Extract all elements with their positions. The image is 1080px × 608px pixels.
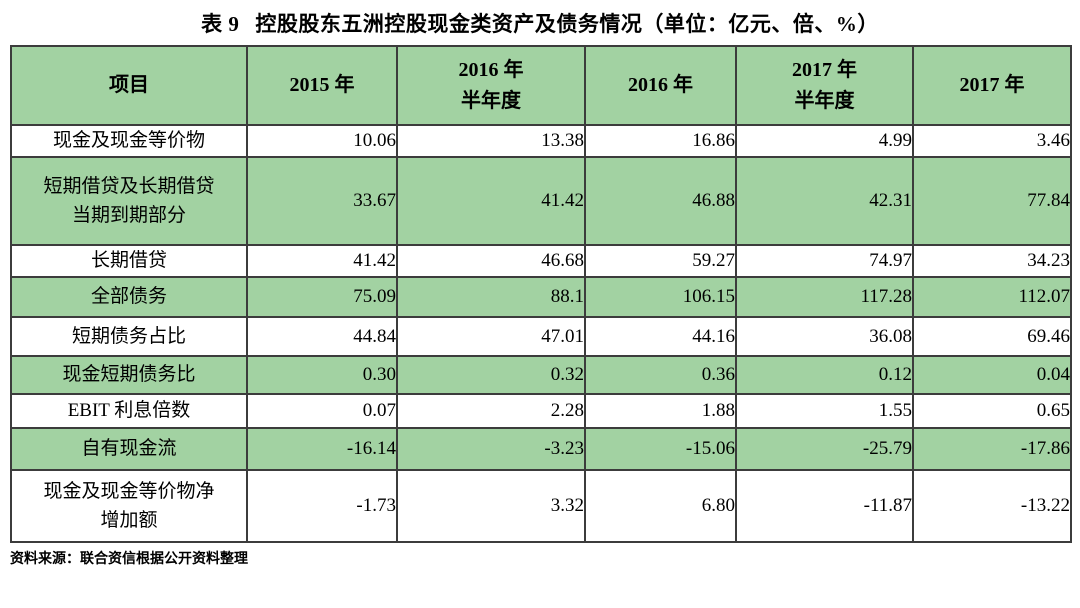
value-cell: 0.04 (912, 355, 1072, 395)
value-cell: 106.15 (584, 276, 737, 318)
value-cell: 41.42 (246, 244, 398, 278)
row-label: 自有现金流 (10, 427, 248, 471)
row-label: 现金及现金等价物 (10, 124, 248, 158)
table-row: 现金及现金等价物净 增加额 -1.73 3.32 6.80 -11.87 -13.… (10, 469, 1072, 543)
source-note: 资料来源：联合资信根据公开资料整理 (10, 552, 248, 567)
value-cell: 1.55 (735, 393, 914, 429)
table-row: 短期借贷及长期借贷 当期到期部分 33.67 41.42 46.88 42.31 … (10, 156, 1072, 246)
value-cell: 0.07 (246, 393, 398, 429)
value-cell: 69.46 (912, 316, 1072, 357)
table-title: 表 9 控股股东五洲控股现金类资产及债务情况（单位：亿元、倍、%） (0, 0, 1080, 38)
value-cell: 44.16 (584, 316, 737, 357)
value-cell: -25.79 (735, 427, 914, 471)
value-cell: 74.97 (735, 244, 914, 278)
financial-table: 项目 2015 年 2016 年半年度 2016 年 2017 年半年度 201… (10, 45, 1072, 543)
table-row: 全部债务 75.09 88.1 106.15 117.28 112.07 (10, 276, 1072, 318)
column-header-2017h1: 2017 年半年度 (735, 45, 914, 126)
value-cell: 88.1 (396, 276, 586, 318)
table-title-text: 控股股东五洲控股现金类资产及债务情况（单位：亿元、倍、%） (255, 12, 879, 36)
value-cell: 0.12 (735, 355, 914, 395)
value-cell: 46.88 (584, 156, 737, 246)
value-cell: -17.86 (912, 427, 1072, 471)
table-row: 自有现金流 -16.14 -3.23 -15.06 -25.79 -17.86 (10, 427, 1072, 471)
column-header-2016h1: 2016 年半年度 (396, 45, 586, 126)
value-cell: 0.30 (246, 355, 398, 395)
value-cell: 2.28 (396, 393, 586, 429)
value-cell: 112.07 (912, 276, 1072, 318)
value-cell: 117.28 (735, 276, 914, 318)
value-cell: 47.01 (396, 316, 586, 357)
value-cell: -13.22 (912, 469, 1072, 543)
column-header-2016: 2016 年 (584, 45, 737, 126)
table-row: 短期债务占比 44.84 47.01 44.16 36.08 69.46 (10, 316, 1072, 357)
value-cell: 0.65 (912, 393, 1072, 429)
row-label: 短期借贷及长期借贷 当期到期部分 (10, 156, 248, 246)
value-cell: 36.08 (735, 316, 914, 357)
value-cell: 10.06 (246, 124, 398, 158)
value-cell: 16.86 (584, 124, 737, 158)
column-header-2015: 2015 年 (246, 45, 398, 126)
value-cell: 4.99 (735, 124, 914, 158)
table-row: 长期借贷 41.42 46.68 59.27 74.97 34.23 (10, 244, 1072, 278)
value-cell: 3.46 (912, 124, 1072, 158)
value-cell: 33.67 (246, 156, 398, 246)
value-cell: 13.38 (396, 124, 586, 158)
value-cell: 59.27 (584, 244, 737, 278)
value-cell: 44.84 (246, 316, 398, 357)
value-cell: 3.32 (396, 469, 586, 543)
value-cell: -11.87 (735, 469, 914, 543)
row-label: 全部债务 (10, 276, 248, 318)
value-cell: 75.09 (246, 276, 398, 318)
value-cell: 46.68 (396, 244, 586, 278)
value-cell: 77.84 (912, 156, 1072, 246)
header-row: 项目 2015 年 2016 年半年度 2016 年 2017 年半年度 201… (10, 45, 1072, 126)
row-label: 现金及现金等价物净 增加额 (10, 469, 248, 543)
column-header-2017: 2017 年 (912, 45, 1072, 126)
row-label: 现金短期债务比 (10, 355, 248, 395)
table-row: 现金及现金等价物 10.06 13.38 16.86 4.99 3.46 (10, 124, 1072, 158)
value-cell: 0.36 (584, 355, 737, 395)
table-row: 现金短期债务比 0.30 0.32 0.36 0.12 0.04 (10, 355, 1072, 395)
value-cell: 41.42 (396, 156, 586, 246)
value-cell: 1.88 (584, 393, 737, 429)
value-cell: 34.23 (912, 244, 1072, 278)
value-cell: -1.73 (246, 469, 398, 543)
value-cell: 0.32 (396, 355, 586, 395)
column-header-item: 项目 (10, 45, 248, 126)
row-label: 长期借贷 (10, 244, 248, 278)
value-cell: 6.80 (584, 469, 737, 543)
row-label: EBIT 利息倍数 (10, 393, 248, 429)
value-cell: -3.23 (396, 427, 586, 471)
value-cell: 42.31 (735, 156, 914, 246)
table-row: EBIT 利息倍数 0.07 2.28 1.88 1.55 0.65 (10, 393, 1072, 429)
value-cell: -16.14 (246, 427, 398, 471)
value-cell: -15.06 (584, 427, 737, 471)
row-label: 短期债务占比 (10, 316, 248, 357)
table-number: 表 9 (201, 12, 240, 36)
